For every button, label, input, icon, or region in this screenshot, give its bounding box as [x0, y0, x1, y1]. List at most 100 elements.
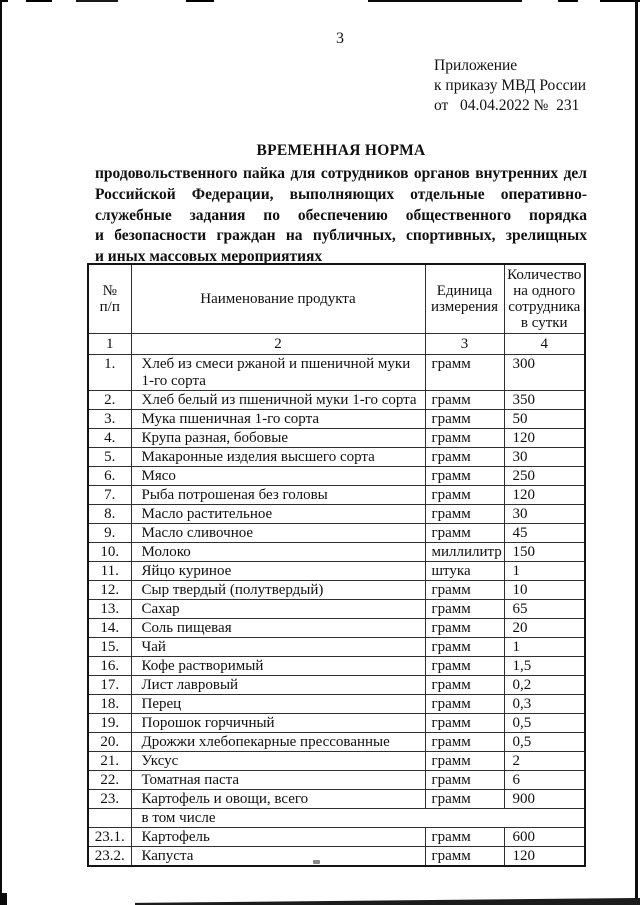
table-row: 14. Соль пищевая грамм 20 [87, 618, 586, 638]
table-row: 2. Хлеб белый из пшеничной муки 1-го сорт… [87, 390, 586, 410]
cell-unit: грамм [424, 713, 505, 733]
cell-unit: грамм [424, 770, 505, 790]
cell-quantity: 120 [503, 428, 586, 448]
header-unit: Единица измерения [424, 263, 505, 334]
cell-product-name: Молоко [130, 542, 426, 562]
table-row: 19. Порошок горчичный грамм 0,5 [87, 713, 586, 733]
cell-product-name: Хлеб из смеси ржаной и пшеничной муки 1-… [130, 354, 426, 391]
cell-quantity: 20 [503, 618, 586, 638]
cell-product-name: Чай [130, 637, 426, 657]
cell-row-number: 9. [87, 523, 132, 543]
scan-artifact-top-edge [0, 0, 640, 2]
cell-product-name: Картофель и овощи, всего [130, 789, 426, 809]
cell-row-number: 7. [87, 485, 132, 505]
cell-product-name: Перец [130, 694, 426, 714]
cell-row-number: 2. [87, 390, 132, 410]
cell-quantity: 900 [503, 789, 586, 809]
cell-quantity: 300 [503, 354, 586, 391]
cell-product-name: Рыба потрошеная без головы [130, 485, 426, 505]
page-number: 3 [336, 30, 344, 47]
cell-unit: грамм [424, 466, 505, 486]
table-row: 1. Хлеб из смеси ржаной и пшеничной муки … [87, 354, 586, 391]
cell-unit: грамм [424, 447, 505, 467]
table-row: 3. Мука пшеничная 1-го сорта грамм 50 [87, 409, 586, 429]
column-number-row: 1 2 3 4 [87, 333, 586, 355]
table-row: 18. Перец грамм 0,3 [87, 694, 586, 714]
cell-row-number: 20. [87, 732, 132, 752]
cell-quantity: 1 [503, 561, 586, 581]
column-index: 4 [503, 333, 586, 355]
preamble-line: и иных массовых мероприятиях [95, 248, 323, 266]
scan-artifact-corner [0, 893, 7, 905]
cell-product-name: Яйцо куриное [130, 561, 426, 581]
document-title: ВРЕМЕННАЯ НОРМА [256, 142, 426, 159]
cell-unit: грамм [424, 485, 505, 505]
table-row: 21. Уксус грамм 2 [87, 751, 586, 771]
table-row: 10. Молоко миллилитр 150 [87, 542, 586, 562]
table-header-row: № п/п Наименование продукта Единица изме… [87, 263, 586, 334]
table-row: 23. Картофель и овощи, всего грамм 900 [87, 789, 586, 809]
cell-row-number: 23.1. [87, 827, 132, 847]
cell-product-name: Соль пищевая [130, 618, 426, 638]
table-row: в том числе [87, 808, 586, 828]
ration-table-body: 1. Хлеб из смеси ржаной и пшеничной муки … [87, 354, 586, 867]
cell-quantity: 65 [503, 599, 586, 619]
cell-product-name: Хлеб белый из пшеничной муки 1-го сорта [130, 390, 426, 410]
cell-quantity: 0,3 [503, 694, 586, 714]
header-product-name: Наименование продукта [130, 263, 426, 334]
cell-unit: грамм [424, 618, 505, 638]
cell-product-name: Масло сливочное [130, 523, 426, 543]
cell-unit: грамм [424, 580, 505, 600]
cell-quantity: 50 [503, 409, 586, 429]
cell-unit: грамм [424, 789, 505, 809]
cell-product-name: Порошок горчичный [130, 713, 426, 733]
cell-quantity: 250 [503, 466, 586, 486]
table-row: 22. Томатная паста грамм 6 [87, 770, 586, 790]
cell-row-number: 22. [87, 770, 132, 790]
cell-row-number [87, 808, 132, 828]
cell-unit: грамм [424, 827, 505, 847]
table-row: 15. Чай грамм 1 [87, 637, 586, 657]
cell-row-number: 23.2. [87, 846, 132, 867]
cell-unit: грамм [424, 751, 505, 771]
table-row: 16. Кофе растворимый грамм 1,5 [87, 656, 586, 676]
approval-line-appendix: Приложение [434, 57, 518, 74]
cell-product-name: Сахар [130, 599, 426, 619]
norm-preamble: продовольственного пайка для сотрудников… [95, 164, 587, 268]
cell-quantity: 350 [503, 390, 586, 410]
cell-row-number: 21. [87, 751, 132, 771]
cell-unit: грамм [424, 354, 505, 391]
cell-unit: грамм [424, 694, 505, 714]
cell-row-number: 4. [87, 428, 132, 448]
cell-row-number: 17. [87, 675, 132, 695]
approval-block: Приложение к приказу МВД России от 04.04… [434, 56, 586, 116]
cell-unit: грамм [424, 504, 505, 524]
cell-quantity: 600 [503, 827, 586, 847]
table-row: 9. Масло сливочное грамм 45 [87, 523, 586, 543]
header-quantity: Количество на одного сотрудника в сутки [503, 263, 586, 334]
cell-row-number: 15. [87, 637, 132, 657]
cell-product-name: Мясо [130, 466, 426, 486]
cell-product-name: Мука пшеничная 1-го сорта [130, 409, 426, 429]
ration-table: № п/п Наименование продукта Единица изме… [87, 263, 586, 867]
cell-row-number: 5. [87, 447, 132, 467]
cell-row-number: 13. [87, 599, 132, 619]
cell-quantity: 2 [503, 751, 586, 771]
table-row: 7. Рыба потрошеная без головы грамм 120 [87, 485, 586, 505]
cell-quantity: 1 [503, 637, 586, 657]
column-index: 1 [87, 333, 132, 355]
column-index: 2 [130, 333, 426, 355]
cell-unit: грамм [424, 523, 505, 543]
cell-quantity: 30 [503, 504, 586, 524]
cell-row-number: 1. [87, 354, 132, 391]
cell-row-number: 3. [87, 409, 132, 429]
cell-quantity: 0,2 [503, 675, 586, 695]
cell-row-number: 19. [87, 713, 132, 733]
cell-row-number: 12. [87, 580, 132, 600]
table-row: 23.1. Картофель грамм 600 [87, 827, 586, 847]
approval-line-date-number: от 04.04.2022 № 231 [434, 97, 580, 114]
table-row: 17. Лист лавровый грамм 0,2 [87, 675, 586, 695]
table-row: 20. Дрожжи хлебопекарные прессованные грам… [87, 732, 586, 752]
cell-quantity: 150 [503, 542, 586, 562]
